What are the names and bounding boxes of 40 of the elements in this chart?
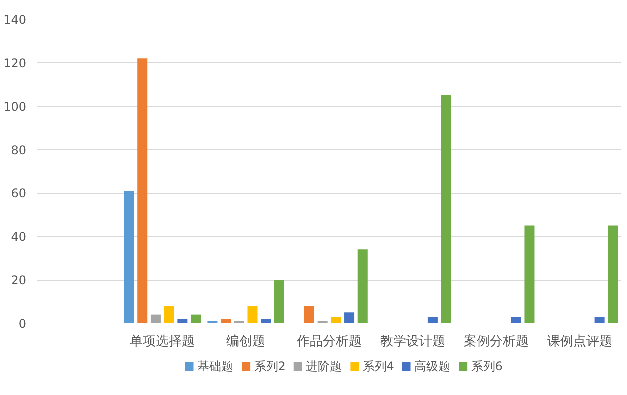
bar	[594, 316, 605, 324]
legend-label: 高级题	[414, 360, 450, 374]
bar	[124, 191, 134, 324]
y-tick-label: 20	[11, 274, 27, 288]
bar	[608, 226, 618, 324]
bar	[274, 280, 284, 324]
bar	[304, 306, 314, 324]
bar	[138, 58, 148, 324]
y-tick-label: 80	[11, 143, 27, 158]
x-tick-label: 案例分析题	[464, 334, 529, 350]
x-tick-label: 课例点评题	[547, 334, 612, 350]
bar	[358, 250, 368, 324]
x-tick-label: 编创题	[226, 334, 266, 350]
bar	[150, 314, 161, 324]
x-tick-label: 单项选择题	[130, 334, 196, 350]
bar	[511, 316, 522, 324]
y-tick-label: 140	[4, 13, 26, 27]
legend-label: 系列2	[254, 360, 286, 374]
bar	[248, 306, 258, 324]
bar	[191, 314, 202, 324]
bar	[344, 312, 355, 324]
bar	[221, 319, 232, 324]
x-tick-label: 作品分析题	[296, 334, 362, 350]
y-tick-label: 40	[11, 230, 27, 244]
bar	[428, 316, 438, 324]
bar	[331, 316, 342, 324]
legend-label: 系列4	[362, 360, 394, 374]
y-tick-label: 100	[4, 100, 26, 114]
x-tick-label: 教学设计题	[380, 334, 446, 350]
legend-label: 系列6	[471, 360, 503, 374]
bar	[261, 319, 272, 324]
legend-label: 进阶题	[306, 360, 342, 374]
bar	[164, 306, 174, 324]
y-tick-label: 60	[11, 186, 27, 201]
bar	[178, 319, 188, 324]
y-tick-label: 0	[18, 317, 27, 331]
bar	[441, 96, 452, 324]
legend-label: 基础题	[197, 360, 234, 374]
y-tick-label: 120	[4, 56, 26, 70]
bar	[524, 226, 535, 324]
